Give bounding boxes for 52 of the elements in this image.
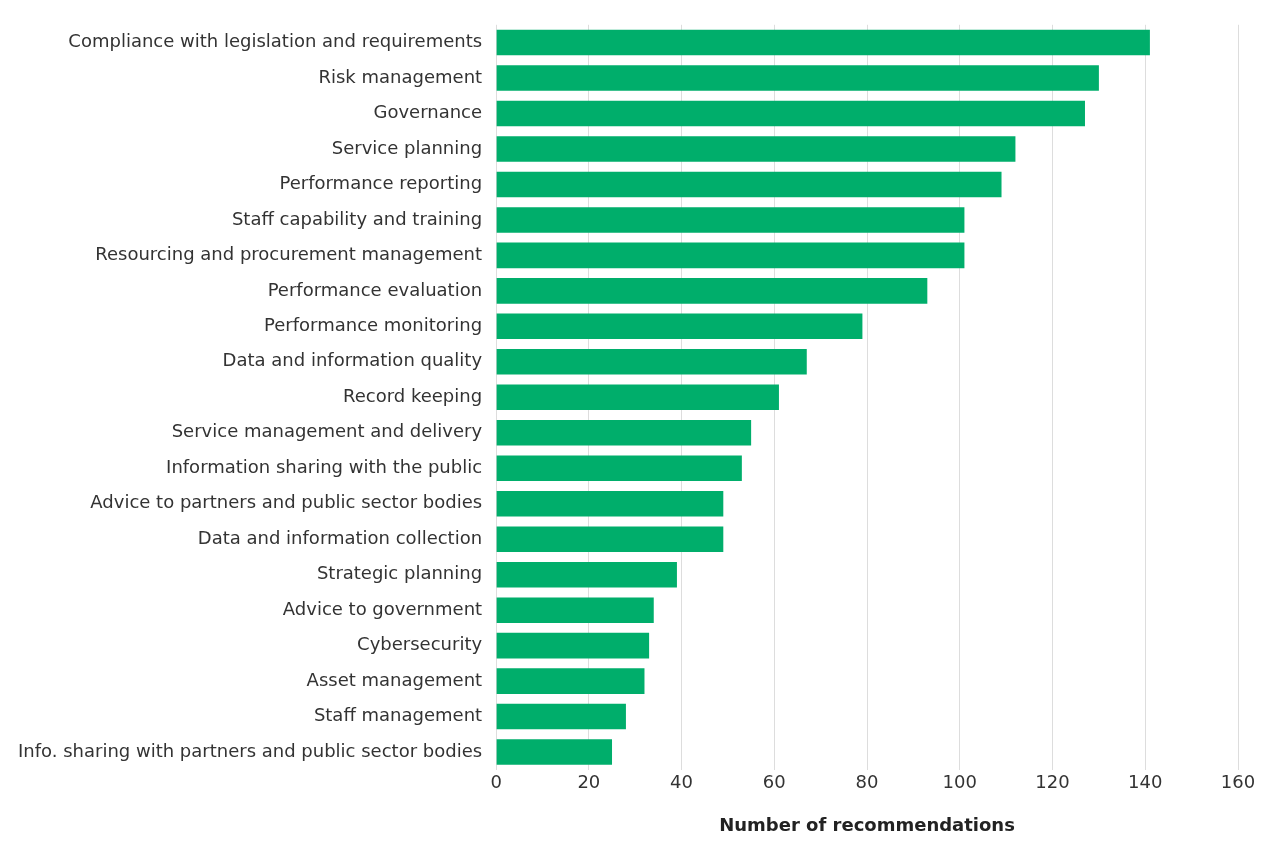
bar — [496, 632, 650, 659]
bar — [496, 561, 677, 588]
x-tick-label: 80 — [855, 771, 879, 793]
bar — [496, 384, 779, 411]
bar — [496, 668, 645, 694]
y-tick-label: Strategic planning — [316, 562, 483, 584]
bar — [496, 703, 626, 730]
y-tick-label: Risk management — [318, 65, 483, 87]
y-tick-label: Staff management — [313, 704, 483, 726]
y-tick-label: Governance — [373, 101, 483, 123]
bar — [496, 171, 1002, 198]
y-tick-label: Advice to partners and public sector bodies — [90, 491, 483, 513]
bar — [496, 490, 724, 517]
x-tick-label: 120 — [1035, 771, 1070, 793]
bar — [496, 739, 613, 765]
x-tick-label: 0 — [490, 771, 502, 793]
y-tick-label: Cybersecurity — [357, 633, 483, 655]
bar — [496, 455, 742, 482]
y-tick-label: Performance monitoring — [264, 314, 483, 336]
y-tick-label: Staff capability and training — [231, 207, 483, 229]
bar — [496, 526, 724, 552]
bar — [496, 597, 654, 623]
y-tick-label: Compliance with legislation and requirements — [68, 30, 483, 52]
x-tick-label: 60 — [762, 771, 786, 793]
x-axis-title: Number of recommendations — [719, 813, 1015, 835]
bar — [496, 349, 807, 375]
y-tick-label: Resourcing and procurement management — [95, 243, 483, 265]
y-tick-label: Data and information collection — [197, 526, 483, 548]
bar — [496, 100, 1085, 127]
bar — [496, 420, 752, 446]
y-tick-label: Info. sharing with partners and public sector bodies — [17, 739, 483, 761]
x-tick-label: 140 — [1128, 771, 1163, 793]
x-tick-label: 40 — [670, 771, 694, 793]
bar — [496, 278, 928, 304]
y-tick-label: Data and information quality — [222, 349, 483, 371]
y-tick-label: Service management and delivery — [171, 420, 483, 442]
y-tick-label: Performance evaluation — [267, 278, 483, 300]
bar — [496, 207, 965, 233]
bar — [496, 313, 863, 340]
bar — [496, 136, 1016, 162]
bar — [496, 29, 1150, 56]
bar — [496, 65, 1099, 91]
y-tick-label: Asset management — [306, 668, 483, 690]
y-tick-label: Record keeping — [342, 384, 483, 406]
y-tick-label: Information sharing with the public — [166, 455, 483, 477]
y-tick-label: Service planning — [331, 136, 483, 158]
y-tick-label: Performance reporting — [279, 172, 483, 194]
y-tick-label: Advice to government — [282, 597, 483, 619]
x-tick-label: 100 — [942, 771, 977, 793]
x-tick-label: 160 — [1220, 771, 1256, 793]
bar — [496, 242, 965, 269]
x-tick-label: 20 — [577, 771, 601, 793]
